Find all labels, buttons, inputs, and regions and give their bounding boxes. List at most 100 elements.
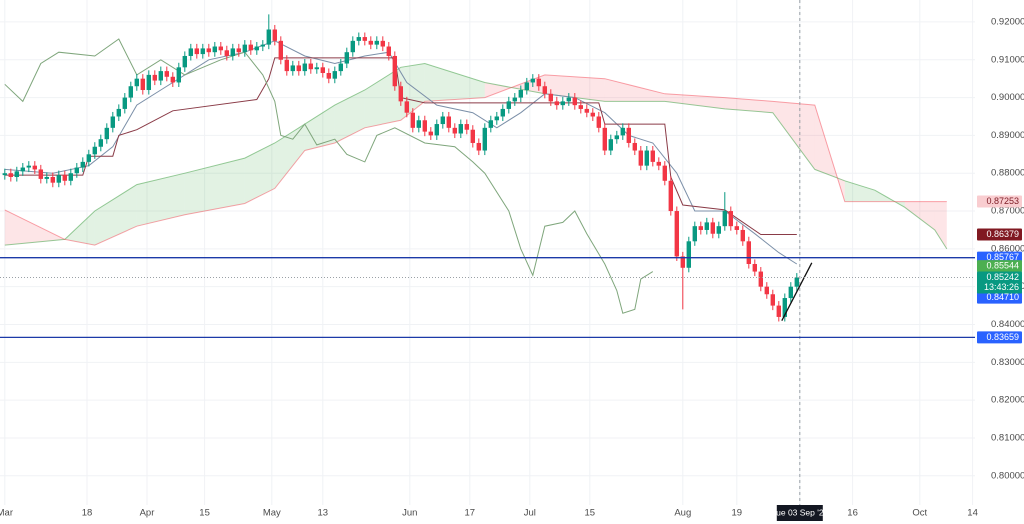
- candle-body: [248, 44, 253, 51]
- price-label: 0.85242: [986, 272, 1019, 282]
- candle-body: [254, 46, 259, 51]
- cloud-segment: [604, 78, 665, 102]
- candle-body: [188, 48, 193, 56]
- candle-body: [350, 40, 355, 53]
- candle-body: [296, 65, 301, 72]
- candle-body: [374, 40, 379, 45]
- candle-body: [704, 222, 709, 230]
- candle-body: [398, 86, 403, 102]
- candle-body: [278, 40, 283, 60]
- candle-body: [50, 177, 55, 183]
- candle-body: [182, 55, 187, 68]
- candle-body: [260, 44, 265, 47]
- cloud-segment: [274, 124, 305, 189]
- cloud-segment: [184, 158, 245, 215]
- candle-body: [218, 46, 223, 51]
- cloud-segment: [304, 105, 335, 151]
- candle-body: [122, 97, 127, 109]
- y-tick-label: 0.89000: [991, 130, 1024, 141]
- candle-body: [134, 78, 139, 87]
- cloud-segment: [724, 97, 773, 113]
- x-tick-label: Jun: [402, 508, 417, 519]
- candle-body: [146, 74, 151, 91]
- price-label: 0.85767: [986, 252, 1019, 262]
- candle-body: [44, 177, 49, 179]
- cloud: [4, 62, 948, 250]
- candle-body: [176, 67, 181, 83]
- x-tick-label: Tue 03 Sep '24: [771, 507, 828, 517]
- y-tick-label: 0.82000: [991, 395, 1024, 406]
- candle-body: [434, 124, 439, 136]
- cloud-segment: [544, 74, 605, 102]
- candle-body: [380, 40, 385, 47]
- candle-body: [620, 127, 625, 136]
- candle-body: [8, 173, 13, 178]
- candle-body: [560, 101, 565, 106]
- grid: [0, 0, 975, 505]
- candle-body: [32, 165, 37, 170]
- candle-body: [2, 173, 7, 176]
- candle-body: [632, 142, 637, 151]
- price-label-box: [977, 228, 1022, 241]
- y-tick-label: 0.84000: [991, 319, 1024, 330]
- x-tick-label: 14: [967, 508, 978, 519]
- candle-body: [68, 173, 73, 181]
- candle-body: [86, 154, 91, 162]
- candle-body: [416, 120, 421, 128]
- axes: 0.800000.810000.820000.830000.840000.850…: [0, 16, 1024, 521]
- candle-body: [518, 90, 523, 98]
- candle-body: [290, 65, 295, 72]
- cloud-segment: [484, 74, 545, 98]
- y-tick-label: 0.81000: [991, 432, 1024, 443]
- price-label-box: [977, 331, 1022, 344]
- candle-body: [404, 101, 409, 113]
- candle-body: [74, 167, 79, 174]
- candle-body: [368, 40, 373, 45]
- candle-body: [776, 305, 781, 317]
- candle-body: [674, 211, 679, 257]
- candle-body: [170, 76, 175, 83]
- y-tick-label: 0.86000: [991, 243, 1024, 254]
- x-tick-label: Oct: [912, 508, 927, 519]
- candle-body: [788, 286, 793, 299]
- price-label-box: [977, 291, 1022, 304]
- candle-body: [680, 256, 685, 268]
- candle-body: [272, 29, 277, 41]
- candle-body: [98, 139, 103, 147]
- candle-body: [596, 116, 601, 128]
- candle-body: [494, 116, 499, 121]
- candle-body: [56, 175, 61, 183]
- candle-body: [650, 150, 655, 162]
- indicator-line: [4, 40, 798, 265]
- x-tick-label: Mar: [0, 508, 13, 519]
- candle-body: [542, 86, 547, 94]
- candle-body: [236, 48, 241, 53]
- x-tick-highlight: [776, 505, 823, 521]
- candle-body: [116, 108, 121, 117]
- candle-body: [764, 286, 769, 295]
- candle-body: [758, 271, 763, 287]
- candle-body: [464, 124, 469, 130]
- candle-body: [320, 67, 325, 73]
- y-tick-label: 0.91000: [991, 54, 1024, 65]
- cloud-segment: [136, 173, 185, 227]
- indicator-line: [4, 38, 654, 314]
- y-tick-label: 0.88000: [991, 168, 1024, 179]
- x-tick-label: 18: [82, 508, 93, 519]
- candle-body: [584, 108, 589, 113]
- candle-body: [746, 241, 751, 264]
- candle-body: [140, 78, 145, 91]
- price-label-box: [977, 195, 1022, 208]
- candle-body: [458, 124, 463, 134]
- candle-body: [26, 165, 31, 168]
- candle-body: [488, 120, 493, 128]
- candle-body: [356, 37, 361, 41]
- candle-body: [554, 101, 559, 106]
- candle-body: [770, 294, 775, 306]
- candle-body: [782, 298, 787, 317]
- candle-body: [752, 263, 757, 272]
- candle-body: [728, 211, 733, 227]
- price-label: 0.87253: [986, 196, 1019, 206]
- x-tick-label: 13: [318, 508, 329, 519]
